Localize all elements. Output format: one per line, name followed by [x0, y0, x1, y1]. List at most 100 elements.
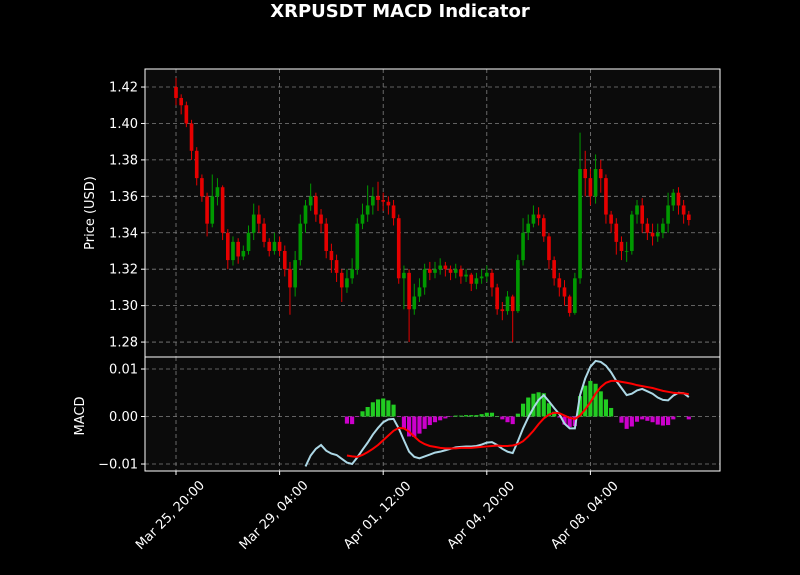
candle-body	[645, 223, 650, 233]
histogram-bar	[443, 416, 448, 419]
candle-body	[583, 169, 588, 179]
candle-body	[516, 260, 520, 312]
candle-body	[205, 196, 209, 224]
candle-body	[635, 205, 639, 215]
histogram-bar	[624, 416, 629, 429]
candle-body	[324, 223, 329, 251]
candle-body	[505, 296, 510, 312]
histogram-bar	[407, 416, 412, 437]
histogram-bar	[453, 415, 458, 417]
histogram-bar	[427, 416, 432, 426]
histogram-bar	[505, 416, 510, 423]
candle-body	[334, 260, 339, 273]
candle-body	[184, 105, 189, 124]
candle-body	[609, 214, 613, 224]
candle-body	[567, 296, 572, 313]
candle-body	[262, 223, 266, 242]
chart-title: XRPUSDT MACD Indicator	[270, 1, 530, 22]
candle-body	[578, 169, 582, 279]
candle-body	[593, 169, 598, 197]
histogram-bar	[598, 391, 603, 417]
candle-body	[661, 223, 665, 233]
y-axis-label: Price (USD)	[83, 176, 98, 250]
candle-body	[655, 232, 660, 237]
histogram-bar	[484, 412, 489, 417]
macd-panel	[145, 357, 720, 471]
candle-body	[557, 278, 562, 288]
candle-body	[479, 276, 484, 279]
histogram-bar	[438, 416, 443, 421]
candle-body	[614, 223, 619, 242]
histogram-bar	[474, 415, 479, 417]
candle-body	[339, 272, 344, 288]
candle-body	[288, 269, 292, 288]
candle-body	[200, 178, 204, 197]
candle-body	[231, 241, 235, 261]
candle-body	[562, 287, 567, 297]
histogram-bar	[500, 416, 505, 420]
histogram-bar	[588, 380, 593, 417]
candle-body	[225, 232, 230, 261]
y-tick-label: −0.01	[98, 458, 138, 473]
candle-body	[298, 223, 303, 261]
y-tick-label: 1.28	[109, 336, 138, 351]
candle-body	[381, 199, 386, 202]
histogram-bar	[593, 383, 598, 417]
candle-body	[303, 205, 308, 224]
candle-body	[541, 218, 546, 237]
candle-body	[345, 278, 349, 288]
candle-body	[179, 97, 183, 106]
candle-body	[624, 250, 629, 252]
candle-body	[174, 87, 178, 98]
histogram-bar	[489, 412, 495, 417]
histogram-bar	[510, 416, 515, 425]
y-tick-label: 1.38	[109, 153, 138, 168]
candle-body	[355, 223, 360, 270]
candle-body	[215, 187, 220, 197]
candle-body	[365, 205, 370, 215]
histogram-bar	[629, 416, 634, 427]
candle-body	[360, 214, 365, 224]
candle-body	[272, 241, 277, 251]
candle-body	[500, 309, 505, 312]
histogram-bar	[552, 411, 557, 417]
y-tick-label: 1.32	[109, 263, 138, 278]
histogram-bar	[401, 416, 406, 429]
price-panel	[145, 69, 720, 357]
histogram-bar	[464, 415, 469, 417]
histogram-bar	[417, 416, 422, 434]
candle-body	[526, 223, 531, 233]
candle-body	[676, 192, 681, 206]
candle-body	[433, 269, 437, 273]
histogram-bar	[479, 414, 484, 417]
candle-body	[453, 269, 458, 273]
candle-body	[687, 214, 691, 221]
candle-body	[422, 269, 427, 288]
histogram-bar	[386, 400, 391, 417]
candle-body	[448, 269, 453, 273]
y-tick-label: 1.34	[109, 226, 138, 241]
y-tick-label: 1.36	[109, 190, 138, 205]
y-tick-label: 0.01	[109, 363, 138, 378]
candle-body	[588, 178, 593, 197]
candle-body	[671, 192, 676, 206]
candle-body	[598, 169, 603, 179]
histogram-bar	[660, 416, 665, 426]
candle-body	[552, 260, 556, 279]
histogram-bar	[577, 396, 583, 417]
candle-body	[396, 218, 401, 279]
histogram-bar	[583, 385, 588, 417]
candle-body	[474, 278, 479, 284]
candle-body	[319, 214, 323, 224]
histogram-bar	[469, 415, 474, 417]
histogram-bar	[520, 403, 526, 417]
candle-body	[640, 205, 645, 224]
histogram-bar	[536, 392, 541, 417]
histogram-bar	[686, 416, 691, 420]
candle-body	[293, 260, 297, 288]
candle-body	[521, 232, 525, 261]
histogram-bar	[609, 407, 614, 417]
candle-body	[531, 214, 536, 224]
candle-body	[371, 196, 375, 206]
